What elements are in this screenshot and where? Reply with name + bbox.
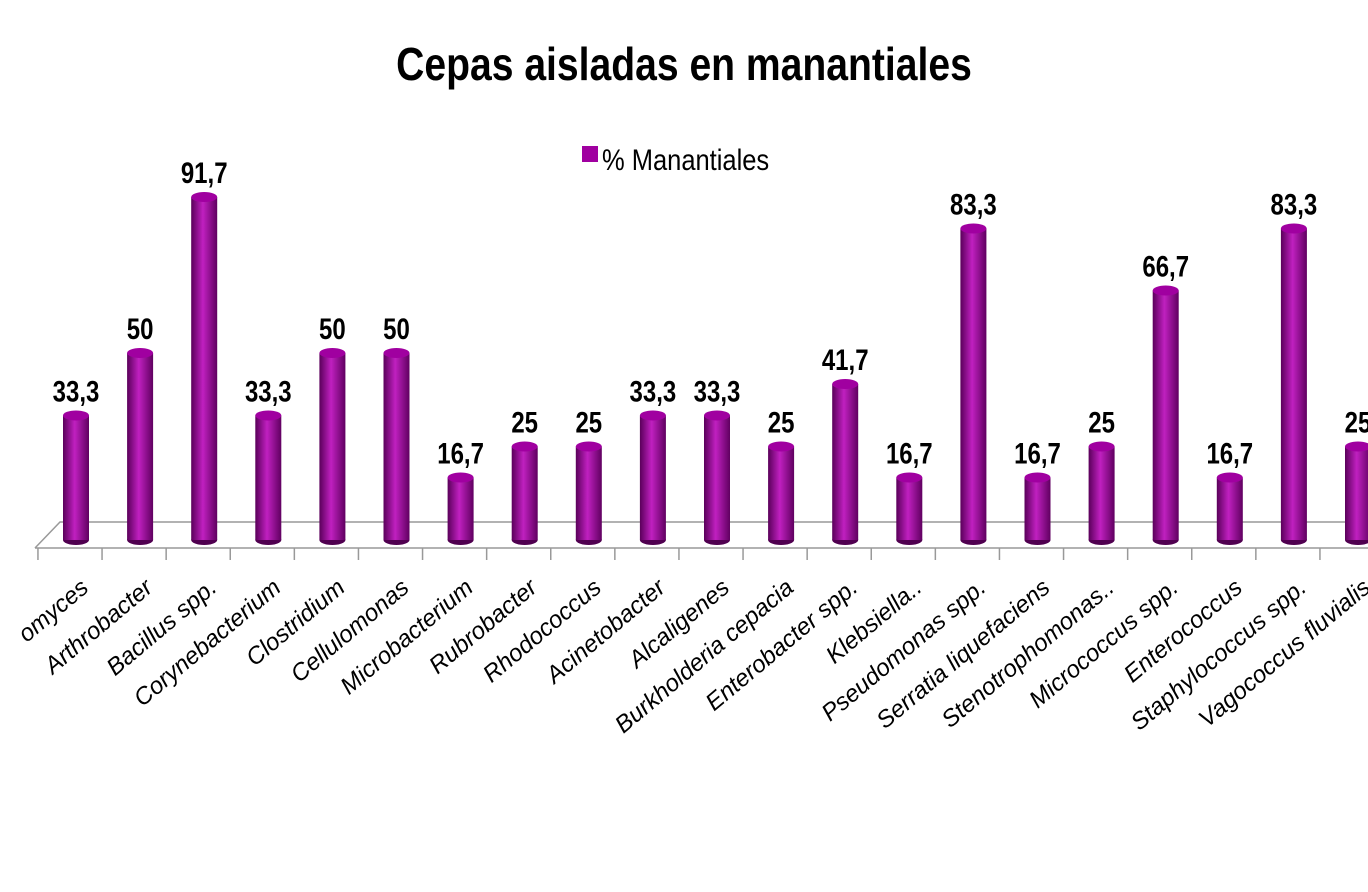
bar (63, 410, 89, 545)
value-label: 91,7 (181, 155, 228, 189)
value-label: 66,7 (1142, 249, 1189, 283)
floor (34, 521, 1368, 549)
bar (1216, 472, 1243, 545)
value-label: 33,3 (245, 374, 292, 408)
value-label: 50 (127, 311, 154, 345)
value-label: 83,3 (1271, 187, 1318, 221)
bar (575, 441, 602, 545)
value-label: 25 (575, 405, 602, 439)
bar (127, 348, 154, 545)
value-label: 33,3 (694, 374, 741, 408)
value-label: 25 (1345, 405, 1368, 439)
bar (832, 379, 859, 545)
bar (896, 472, 923, 545)
bar (255, 410, 282, 545)
bar (1345, 441, 1368, 545)
legend-swatch (582, 146, 598, 162)
value-label: 83,3 (950, 187, 997, 221)
value-label: 41,7 (822, 342, 869, 376)
value-label: 16,7 (886, 436, 933, 470)
bar (319, 348, 346, 545)
bar (1088, 441, 1115, 545)
bar (511, 441, 538, 545)
bar (1024, 472, 1051, 545)
value-label: 16,7 (1206, 436, 1253, 470)
value-label: 33,3 (630, 374, 677, 408)
bar (191, 192, 218, 545)
bar (383, 348, 410, 545)
value-label: 25 (511, 405, 538, 439)
bar (704, 410, 730, 545)
bar (960, 223, 987, 545)
value-label: 16,7 (437, 436, 484, 470)
chart-title: Cepas aisladas en manantiales (396, 39, 972, 91)
legend-label: % Manantiales (602, 143, 769, 176)
value-label: 33,3 (53, 374, 100, 408)
value-label: 25 (768, 405, 795, 439)
value-label: 16,7 (1014, 436, 1061, 470)
value-label: 50 (319, 311, 346, 345)
bar (1152, 285, 1179, 545)
bar (1280, 223, 1307, 545)
value-label: 25 (1088, 405, 1115, 439)
value-label: 50 (383, 311, 410, 345)
bar (639, 410, 666, 545)
bar (768, 441, 795, 545)
bar (447, 472, 474, 545)
